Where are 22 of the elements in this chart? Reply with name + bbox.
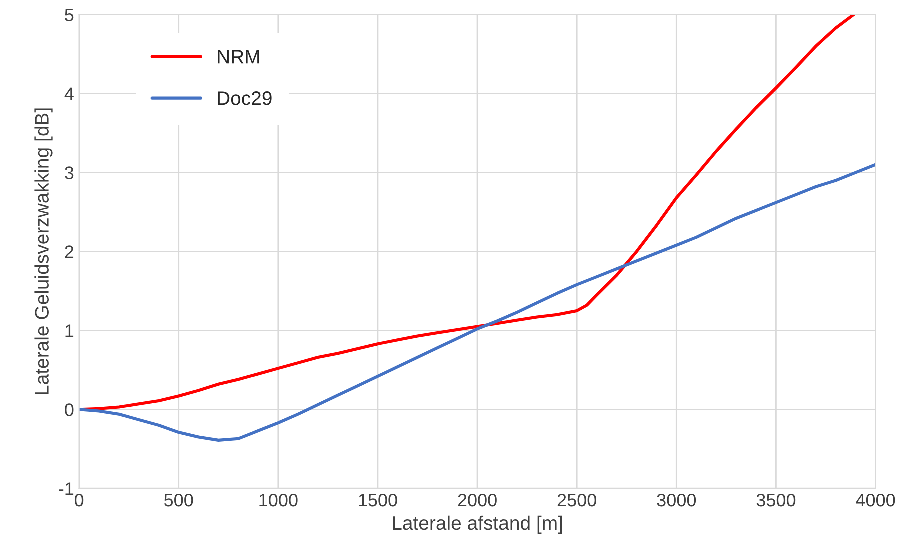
y-tick-label: -1: [59, 482, 74, 496]
x-tick-label: 1000: [260, 494, 298, 507]
x-tick-label: 0: [74, 494, 84, 507]
x-tick-label: 2500: [558, 494, 596, 507]
y-tick-label: 0: [65, 404, 74, 416]
line-series: [79, 163, 876, 442]
line-series: [79, 14, 856, 412]
x-tick-label: 2000: [458, 494, 497, 507]
legend-label: Doc29: [218, 92, 272, 106]
x-tick-label: 500: [164, 494, 194, 507]
x-tick-label: 3500: [756, 494, 796, 507]
x-axis-title: Laterale afstand [m]: [393, 516, 562, 534]
x-tick-label: 3000: [657, 494, 696, 507]
y-tick-label: 4: [64, 88, 74, 100]
y-tick-label: 1: [66, 324, 74, 338]
y-tick-label: 2: [65, 246, 74, 258]
x-tick-label: 1500: [359, 494, 398, 507]
y-axis-title: Laterale Geluidsverzwakking [dB]: [34, 108, 53, 394]
x-tick-label: 4000: [856, 494, 896, 507]
y-tick-label: 5: [65, 8, 74, 22]
legend-label: NRM: [218, 50, 260, 64]
y-tick-label: 3: [65, 166, 74, 180]
